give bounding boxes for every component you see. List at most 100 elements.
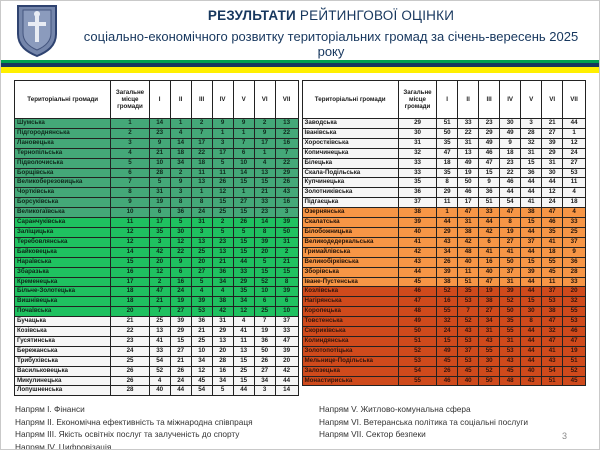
score-cell: 31 (274, 236, 299, 248)
column-header: II (457, 80, 480, 119)
table-row: Підволочиська 5 10 34 18 5 10 4 22 (13, 157, 299, 169)
score-cell: 37 (274, 316, 299, 328)
overall-place-cell: 23 (110, 335, 150, 347)
slide-title: РЕЗУЛЬТАТИ РЕЙТИНГОВОЇ ОЦІНКИ (71, 8, 591, 23)
score-cell: 41 (499, 246, 522, 258)
score-cell: 53 (457, 296, 480, 308)
table-row: Зборівська 44 39 11 40 37 39 45 28 (301, 266, 586, 278)
score-cell: 36 (211, 266, 234, 278)
score-cell: 34 (253, 375, 276, 387)
score-cell: 13 (457, 147, 480, 159)
score-cell: 51 (457, 276, 480, 288)
table-row: Борщівська 6 28 2 11 11 14 13 29 (13, 167, 299, 179)
score-cell: 45 (436, 355, 459, 367)
score-cell: 40 (148, 385, 171, 397)
table-row: Заводська 29 51 33 23 30 3 21 44 (301, 118, 586, 129)
score-cell: 50 (499, 306, 522, 318)
score-cell: 20 (274, 355, 299, 367)
score-cell: 4 (190, 286, 213, 298)
score-cell: 29 (232, 276, 255, 288)
overall-place-cell: 24 (110, 345, 150, 357)
overall-place-cell: 17 (110, 276, 150, 288)
community-name-cell: Зборівська (301, 266, 399, 278)
score-cell: 14 (232, 167, 255, 179)
table-row: Скала-Подільська 33 35 19 15 22 36 30 53 (301, 167, 586, 179)
score-cell: 14 (148, 118, 171, 129)
overall-place-cell: 14 (110, 246, 150, 258)
table-row: Шумська 1 14 1 2 9 9 2 13 (13, 118, 299, 129)
table-row: Нараївська 15 20 9 20 21 44 5 21 (13, 256, 299, 268)
score-cell: 7 (190, 127, 213, 139)
score-cell: 38 (457, 226, 480, 238)
score-cell: 34 (478, 316, 501, 328)
score-cell: 18 (499, 147, 522, 159)
table-row: Збаразька 16 12 6 27 36 33 15 15 (13, 266, 299, 278)
community-name-cell: Трибухівська (13, 355, 112, 367)
score-cell: 9 (499, 137, 522, 149)
score-cell: 1 (562, 127, 586, 139)
score-cell: 33 (232, 266, 255, 278)
score-cell: 45 (541, 266, 564, 278)
score-cell: 5 (190, 276, 213, 288)
legend-line: Напрям II. Економічна ефективність та мі… (15, 416, 253, 427)
community-name-cell: Нараївська (13, 256, 112, 268)
score-cell: 20 (562, 286, 586, 298)
score-cell: 29 (436, 187, 459, 199)
overall-place-cell: 44 (397, 266, 438, 278)
score-cell: 13 (211, 246, 234, 258)
score-cell: 18 (436, 157, 459, 169)
score-cell: 4 (169, 127, 192, 139)
score-cell: 39 (190, 296, 213, 308)
score-cell: 9 (211, 118, 234, 129)
score-cell: 23 (253, 207, 276, 219)
score-cell: 21 (169, 355, 192, 367)
score-cell: 10 (190, 345, 213, 357)
overall-place-cell: 40 (397, 226, 438, 238)
table-row: Товстенська 49 32 52 34 35 8 47 53 (301, 316, 586, 328)
score-cell: 31 (499, 276, 522, 288)
community-name-cell: Скалатська (301, 217, 399, 228)
table-row: Теребовлянська 12 3 12 13 23 15 39 31 (13, 236, 299, 248)
score-cell: 23 (148, 127, 171, 139)
score-cell: 28 (211, 355, 234, 367)
score-cell: 31 (457, 137, 480, 149)
score-cell: 27 (190, 266, 213, 278)
score-cell: 33 (562, 276, 586, 288)
score-cell: 33 (457, 118, 480, 129)
score-cell: 17 (190, 137, 213, 149)
score-cell: 43 (499, 355, 522, 367)
community-name-cell: Великогаївська (13, 207, 112, 219)
score-cell: 11 (541, 276, 564, 288)
table-row: Білецька 33 18 49 47 23 15 31 27 (301, 157, 586, 169)
score-cell: 22 (274, 127, 299, 139)
score-cell: 1 (211, 127, 234, 139)
score-cell: 23 (211, 236, 234, 248)
community-name-cell: Микулинецька (13, 375, 112, 387)
table-row: Золотопотіцька 52 49 37 55 53 44 41 19 (301, 345, 586, 357)
overall-place-cell: 47 (397, 296, 438, 308)
score-cell: 38 (541, 306, 564, 318)
score-cell: 9 (169, 256, 192, 268)
header-row: Територіальні громади Загальне місце гром… (301, 80, 586, 119)
column-header: Загальне місце громади (397, 80, 438, 119)
score-cell: 38 (520, 207, 543, 219)
score-cell: 9 (169, 177, 192, 189)
community-name-cell: Почаївська (13, 306, 112, 318)
score-cell: 15 (232, 236, 255, 248)
overall-place-cell: 18 (110, 286, 150, 298)
score-cell: 47 (478, 157, 501, 169)
score-cell: 18 (541, 246, 564, 258)
score-cell: 15 (520, 157, 543, 169)
score-cell: 49 (436, 345, 459, 357)
score-cell: 31 (499, 335, 522, 347)
score-cell: 47 (148, 286, 171, 298)
score-cell: 30 (499, 118, 522, 129)
community-name-cell: Борщівська (13, 167, 112, 179)
score-cell: 21 (148, 296, 171, 308)
score-cell: 53 (457, 335, 480, 347)
score-cell: 47 (541, 207, 564, 219)
column-header: III (190, 80, 213, 119)
score-cell: 15 (478, 167, 501, 179)
table-row: Байковецька 14 42 22 25 13 15 20 2 (13, 246, 299, 258)
score-cell: 22 (169, 246, 192, 258)
